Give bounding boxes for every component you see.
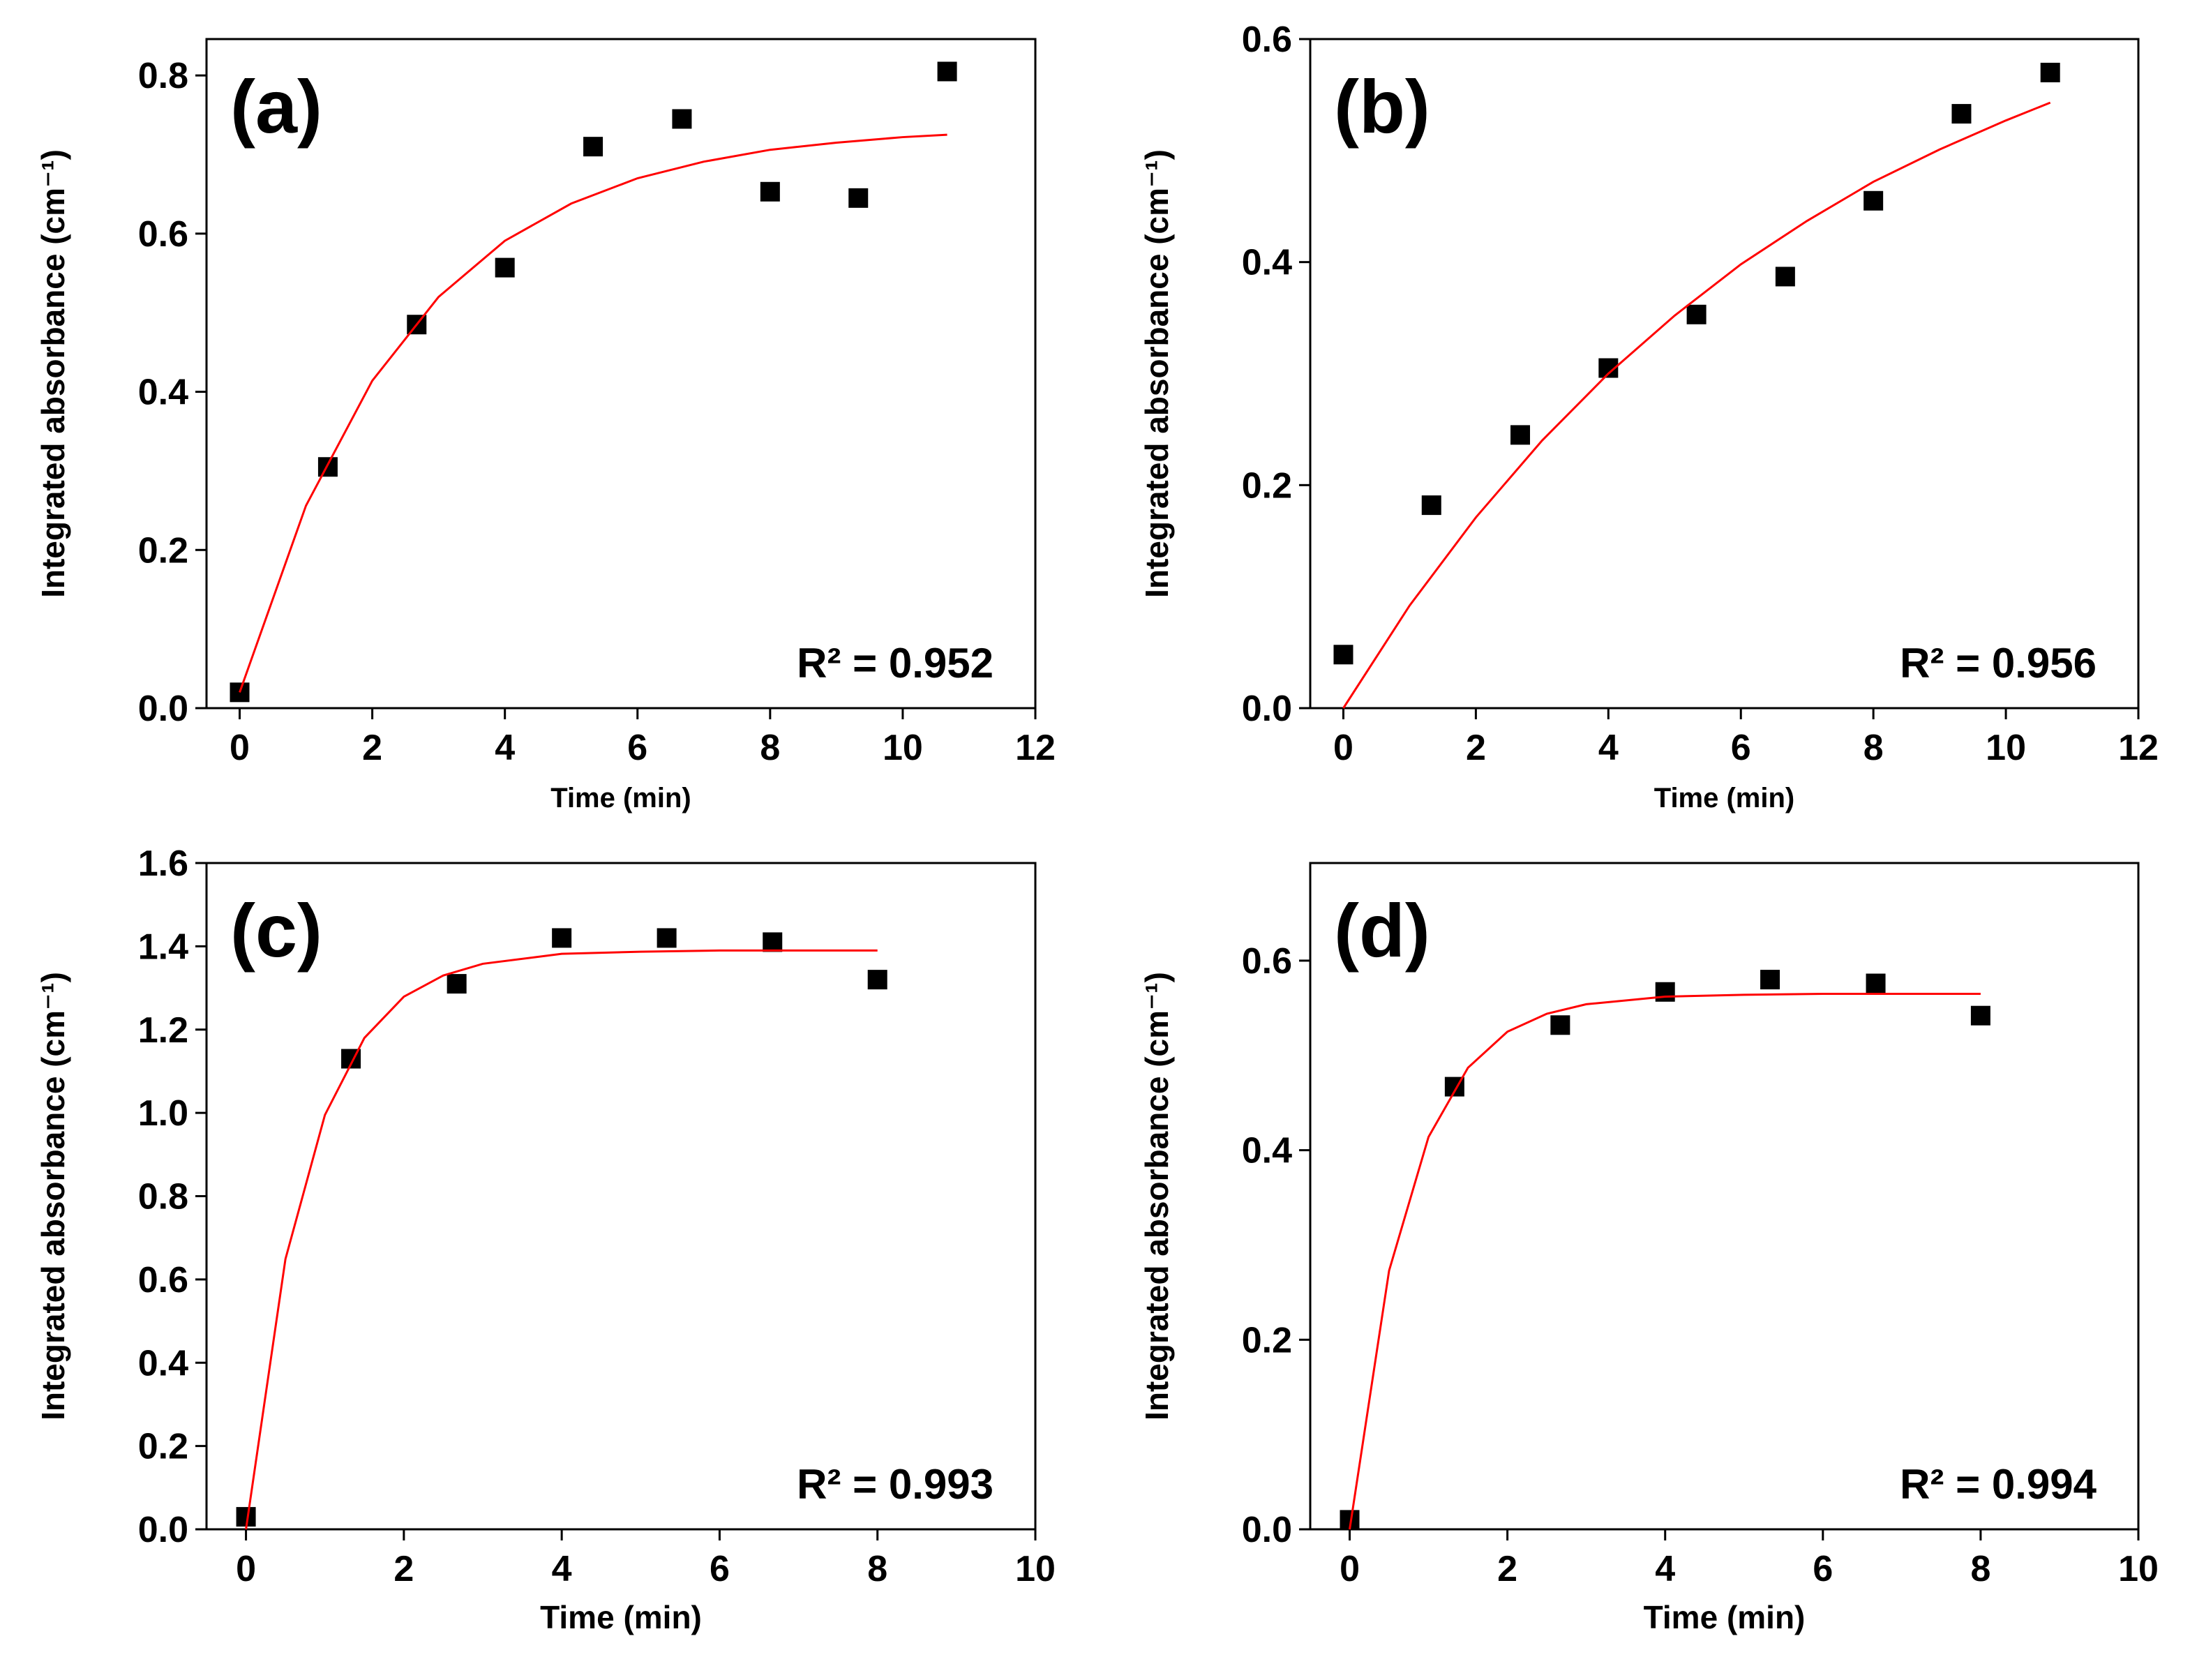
x-tick-label: 4 bbox=[1655, 1549, 1675, 1589]
x-tick-label: 0 bbox=[230, 728, 250, 768]
x-tick-label: 0 bbox=[1333, 728, 1353, 768]
x-axis-title: Time (min) bbox=[540, 1599, 702, 1635]
y-tick-label: 1.4 bbox=[138, 927, 188, 967]
y-axis-title: Integrated absorbance (cm⁻¹) bbox=[1139, 149, 1175, 598]
y-tick-label: 0.0 bbox=[138, 689, 188, 729]
panel-label: (c) bbox=[230, 888, 322, 973]
x-tick-label: 6 bbox=[710, 1549, 730, 1589]
plot-frame bbox=[205, 862, 1037, 1531]
x-tick-label: 0 bbox=[236, 1549, 256, 1589]
data-point bbox=[1550, 1015, 1570, 1035]
y-tick-label: 0.2 bbox=[1242, 1320, 1292, 1360]
x-tick-label: 12 bbox=[1015, 728, 1056, 768]
y-tick-label: 0.4 bbox=[1242, 243, 1292, 283]
x-axis-title: Time (min) bbox=[550, 783, 691, 813]
r-squared: R² = 0.994 bbox=[1900, 1461, 2097, 1508]
data-point bbox=[1863, 190, 1884, 211]
y-tick-label: 1.2 bbox=[138, 1010, 188, 1051]
data-point bbox=[1775, 267, 1795, 287]
panel-label: (a) bbox=[230, 64, 322, 149]
y-axis-title: Integrated absorbance (cm⁻¹) bbox=[1139, 972, 1175, 1420]
y-tick-label: 0.2 bbox=[138, 1427, 188, 1467]
x-tick-label: 10 bbox=[883, 728, 923, 768]
data-point bbox=[552, 928, 572, 948]
data-point bbox=[1866, 973, 1886, 993]
data-point bbox=[495, 257, 515, 278]
y-tick-label: 0.4 bbox=[1242, 1131, 1292, 1171]
x-tick-label: 4 bbox=[495, 728, 515, 768]
data-point bbox=[583, 137, 603, 157]
data-point bbox=[763, 932, 783, 952]
data-point bbox=[1686, 304, 1707, 324]
data-point bbox=[2040, 62, 2060, 82]
y-tick-label: 0.0 bbox=[138, 1510, 188, 1550]
x-tick-label: 6 bbox=[1813, 1549, 1833, 1589]
r-squared: R² = 0.956 bbox=[1900, 640, 2097, 687]
y-tick-label: 0.0 bbox=[1242, 689, 1292, 729]
y-tick-label: 0.4 bbox=[138, 1343, 188, 1383]
x-tick-label: 2 bbox=[1497, 1549, 1517, 1589]
data-point bbox=[672, 109, 692, 129]
data-point bbox=[1510, 425, 1531, 445]
data-point bbox=[848, 188, 869, 208]
data-point bbox=[1421, 495, 1441, 516]
x-tick-label: 2 bbox=[1466, 728, 1486, 768]
fit-line bbox=[1349, 992, 1981, 1530]
panel-label: (d) bbox=[1334, 888, 1430, 973]
x-axis-title: Time (min) bbox=[1654, 783, 1795, 813]
y-axis-title: Integrated absorbance (cm⁻¹) bbox=[35, 149, 71, 598]
y-tick-label: 1.0 bbox=[138, 1093, 188, 1134]
r-squared: R² = 0.952 bbox=[797, 640, 993, 687]
y-tick-label: 0.8 bbox=[138, 56, 188, 96]
x-tick-label: 6 bbox=[1731, 728, 1751, 768]
x-tick-label: 8 bbox=[867, 1549, 887, 1589]
y-tick-label: 0.2 bbox=[138, 530, 188, 571]
x-tick-label: 6 bbox=[627, 728, 647, 768]
y-tick-label: 0.6 bbox=[1242, 20, 1292, 60]
x-tick-label: 10 bbox=[2118, 1549, 2159, 1589]
x-tick-label: 2 bbox=[393, 1549, 414, 1589]
data-point bbox=[867, 970, 887, 990]
data-point bbox=[447, 974, 467, 994]
x-tick-label: 12 bbox=[2118, 728, 2159, 768]
plot-frame bbox=[1309, 862, 2140, 1531]
data-point bbox=[1760, 970, 1780, 990]
fit-line bbox=[1342, 101, 2051, 709]
r-squared: R² = 0.993 bbox=[797, 1461, 993, 1508]
x-tick-label: 4 bbox=[552, 1549, 572, 1589]
x-tick-label: 10 bbox=[1015, 1549, 1056, 1589]
x-tick-label: 8 bbox=[760, 728, 780, 768]
x-tick-label: 8 bbox=[1970, 1549, 1990, 1589]
data-point bbox=[1333, 645, 1353, 665]
x-tick-label: 8 bbox=[1863, 728, 1884, 768]
y-tick-label: 0.8 bbox=[138, 1177, 188, 1217]
y-tick-label: 0.2 bbox=[1242, 465, 1292, 506]
x-tick-label: 2 bbox=[362, 728, 382, 768]
y-axis-title: Integrated absorbance (cm⁻¹) bbox=[35, 972, 71, 1420]
x-tick-label: 10 bbox=[1986, 728, 2026, 768]
y-tick-label: 0.6 bbox=[1242, 941, 1292, 982]
data-point bbox=[1655, 982, 1675, 1002]
x-tick-label: 4 bbox=[1598, 728, 1619, 768]
data-point bbox=[937, 61, 957, 82]
data-point bbox=[657, 928, 677, 948]
data-point bbox=[317, 457, 338, 477]
y-tick-label: 0.6 bbox=[138, 214, 188, 255]
y-tick-label: 1.6 bbox=[138, 843, 188, 884]
fit-line bbox=[239, 133, 947, 693]
y-tick-label: 0.0 bbox=[1242, 1510, 1292, 1550]
plot-frame bbox=[1309, 38, 2140, 710]
x-axis-title: Time (min) bbox=[1644, 1599, 1806, 1635]
y-tick-label: 0.6 bbox=[138, 1260, 188, 1300]
data-point bbox=[760, 181, 780, 202]
data-point bbox=[1970, 1005, 1990, 1026]
y-tick-label: 0.4 bbox=[138, 373, 188, 413]
data-point bbox=[1951, 104, 1972, 124]
fit-line bbox=[245, 949, 878, 1530]
plot-frame bbox=[205, 38, 1037, 710]
panel-label: (b) bbox=[1334, 64, 1430, 149]
x-tick-label: 0 bbox=[1340, 1549, 1360, 1589]
